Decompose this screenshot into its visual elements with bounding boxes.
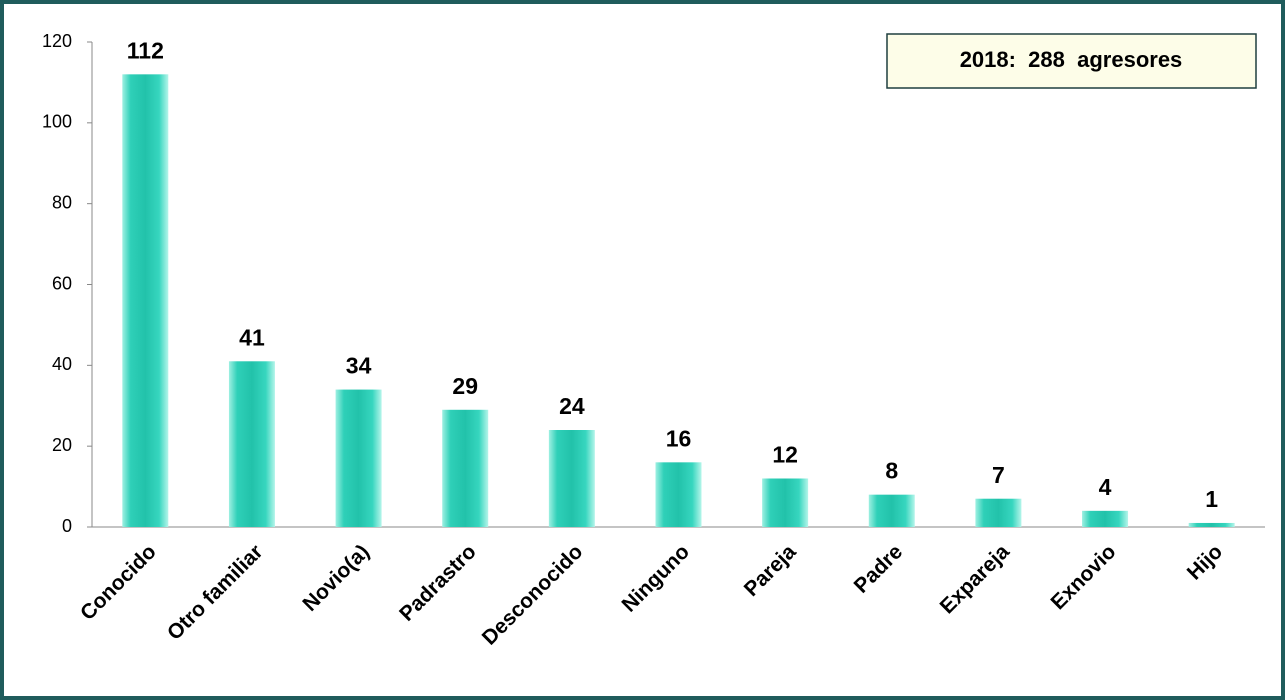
bar bbox=[868, 494, 915, 527]
bar bbox=[548, 430, 595, 527]
y-tick-label: 0 bbox=[62, 516, 72, 536]
value-label: 7 bbox=[992, 462, 1005, 488]
bar bbox=[975, 498, 1022, 527]
value-label: 24 bbox=[559, 393, 585, 419]
value-label: 12 bbox=[772, 442, 798, 468]
value-label: 1 bbox=[1205, 486, 1218, 512]
y-tick-label: 40 bbox=[52, 354, 72, 374]
value-label: 8 bbox=[885, 458, 898, 484]
y-tick-label: 80 bbox=[52, 192, 72, 212]
value-label: 29 bbox=[452, 373, 478, 399]
value-label: 34 bbox=[346, 353, 372, 379]
value-label: 16 bbox=[666, 425, 692, 451]
bar bbox=[335, 389, 382, 527]
value-label: 112 bbox=[127, 37, 164, 63]
y-tick-label: 100 bbox=[42, 112, 72, 132]
bar bbox=[1188, 522, 1235, 527]
bar bbox=[762, 478, 809, 527]
y-tick-label: 20 bbox=[52, 435, 72, 455]
bar bbox=[228, 361, 275, 527]
value-label: 41 bbox=[239, 324, 265, 350]
bar bbox=[655, 462, 702, 527]
bar bbox=[442, 409, 489, 527]
y-tick-label: 120 bbox=[42, 31, 72, 51]
annotation-box bbox=[886, 33, 1257, 89]
value-label: 4 bbox=[1099, 474, 1112, 500]
annotation: 2018: 288 agresores bbox=[960, 47, 1183, 72]
bar bbox=[1082, 510, 1129, 527]
bar bbox=[122, 74, 169, 527]
y-tick-label: 60 bbox=[52, 273, 72, 293]
